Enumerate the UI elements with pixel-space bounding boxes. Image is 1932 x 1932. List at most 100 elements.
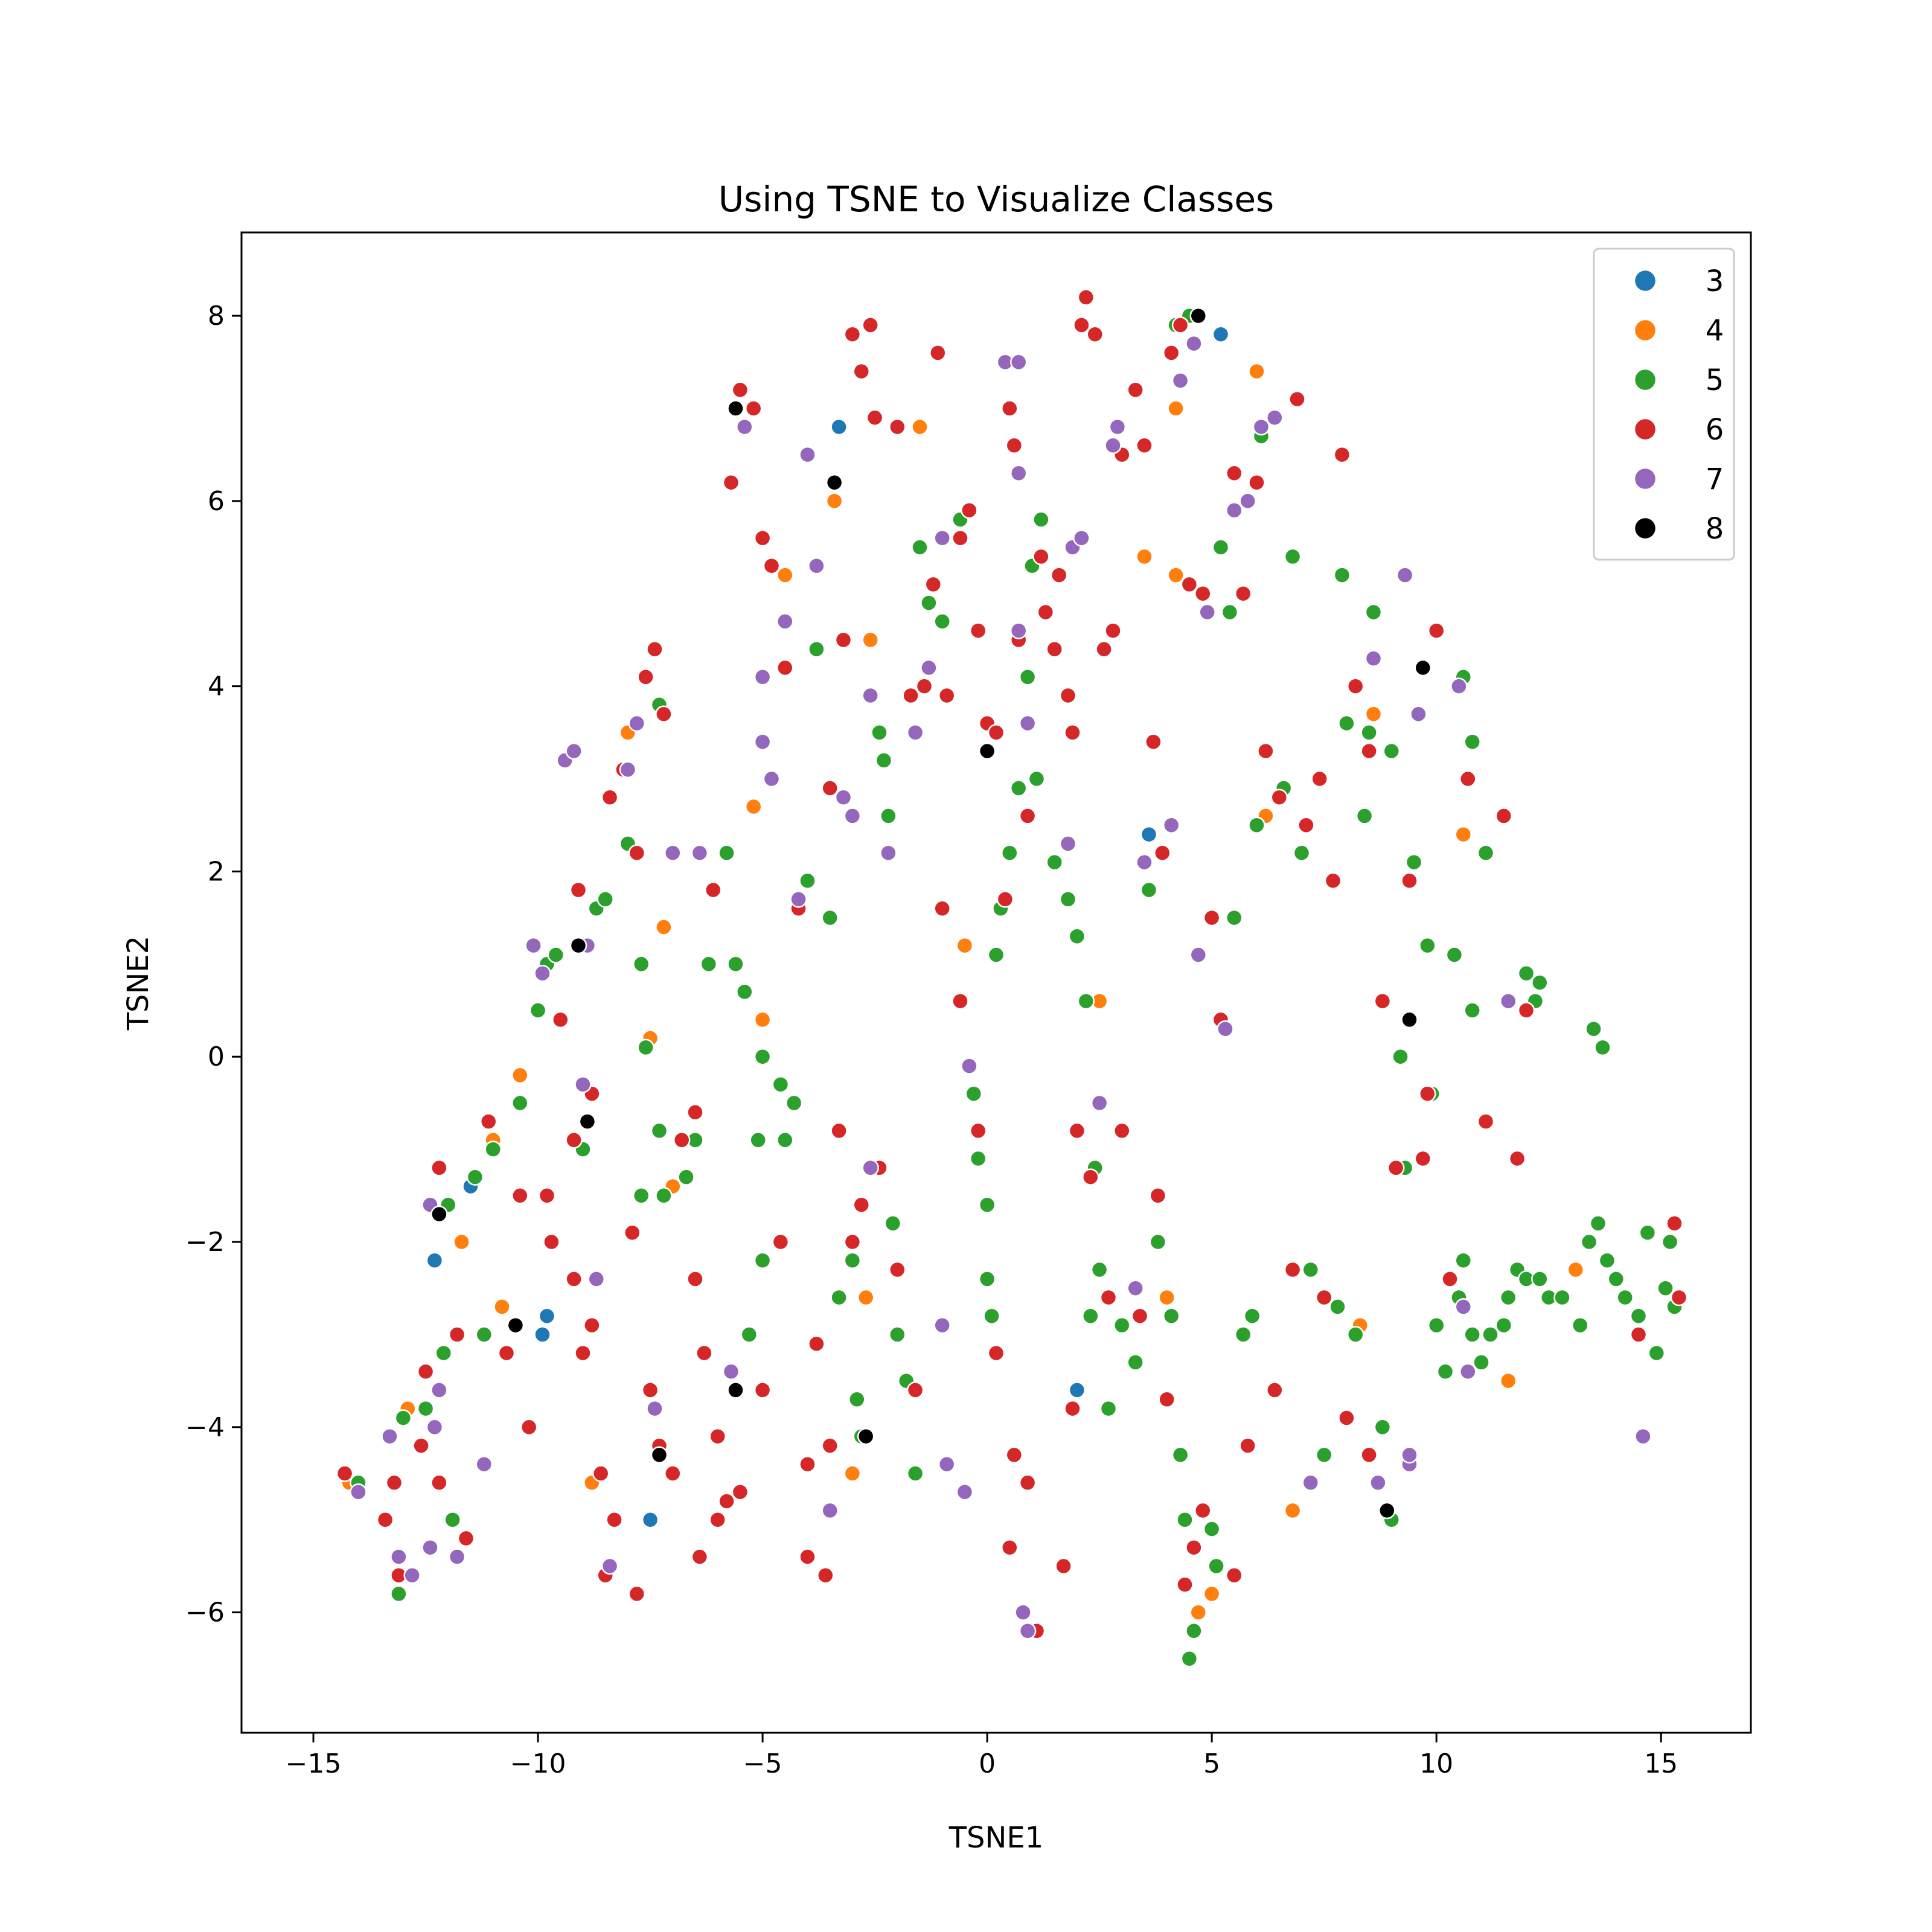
point-class-5-7 [475,1326,493,1343]
point-class-7-61 [1171,372,1189,389]
point-class-5-85 [1171,1446,1189,1464]
point-class-6-97 [1270,788,1288,806]
point-class-5-139 [1648,1344,1666,1362]
point-class-6-59 [929,344,947,362]
legend: 3 4 5 6 7 8 [1593,248,1735,561]
point-class-5-88 [1185,1622,1203,1640]
points-layer [336,289,1688,1668]
point-class-8-8 [857,1427,875,1445]
point-class-5-59 [978,1196,996,1214]
point-class-6-114 [1508,1150,1526,1168]
y-tick-label-0: 0 [208,1041,225,1072]
point-class-6-56 [902,686,920,705]
x-tick-label-0: 0 [979,1748,996,1779]
x-tick-label--10: −10 [510,1748,566,1779]
point-class-6-26 [628,844,646,862]
point-class-7-60 [1162,816,1180,834]
point-class-5-71 [1059,891,1077,908]
point-class-8-11 [1401,1011,1418,1029]
point-class-7-76 [1454,1298,1473,1316]
point-class-5-82 [1162,1307,1180,1325]
point-class-6-127 [1194,1502,1212,1520]
point-class-7-41 [933,1316,951,1334]
point-class-6-151 [843,1233,862,1251]
point-class-7-29 [790,891,807,908]
point-class-6-18 [565,1270,583,1288]
point-class-6-130 [1158,1390,1176,1409]
point-class-5-104 [1333,566,1351,584]
point-class-7-17 [601,1557,619,1575]
point-class-6-153 [821,1437,839,1454]
point-class-5-53 [911,539,929,556]
point-class-7-47 [1009,464,1028,482]
y-axis: −6 −4 −2 0 2 4 6 8 [185,301,242,1628]
point-class-6-28 [646,641,664,658]
point-class-7-14 [574,1075,592,1093]
point-class-6-123 [1284,1261,1302,1279]
point-class-5-81 [1149,1233,1167,1251]
point-class-5-124 [1495,1316,1513,1334]
legend-label-3: 3 [1706,264,1724,298]
point-class-3-7 [1140,825,1158,843]
point-class-4-29 [1284,1502,1302,1520]
point-class-6-142 [1001,1538,1019,1556]
point-class-6-125 [1239,1437,1256,1454]
point-class-5-120 [1454,1252,1473,1269]
y-tick-label-4: 4 [208,671,225,702]
point-class-7-39 [920,659,938,677]
point-class-8-3 [569,936,587,955]
chart-title: Using TSNE to Visualize Classes [718,179,1275,220]
point-class-7-31 [808,557,825,575]
point-class-5-80 [1140,881,1158,899]
point-class-8-0 [430,1205,448,1223]
point-class-7-30 [799,446,816,464]
point-class-5-90 [1208,1557,1225,1575]
point-class-7-48 [1009,622,1028,639]
point-class-6-21 [592,1465,610,1482]
point-class-8-1 [507,1316,525,1334]
point-class-6-60 [938,686,956,705]
point-class-6-15 [552,1011,569,1029]
point-class-6-2 [385,1474,403,1492]
point-class-6-143 [987,1344,1005,1362]
point-class-6-62 [961,501,978,519]
point-class-6-78 [1077,289,1095,306]
point-class-6-72 [1037,603,1055,621]
point-class-6-9 [457,1529,475,1547]
point-class-7-44 [961,1057,978,1075]
point-class-7-57 [1108,418,1127,436]
point-class-5-29 [736,983,753,1001]
point-class-7-66 [1226,501,1243,519]
point-class-5-133 [1589,1215,1607,1232]
point-class-4-27 [1248,362,1265,380]
point-class-6-75 [1059,686,1077,705]
point-class-5-23 [655,1187,673,1204]
legend-marker-5 [1633,368,1657,392]
point-class-6-73 [1046,641,1063,658]
point-class-5-108 [1364,603,1383,621]
point-class-7-20 [646,1399,664,1418]
point-class-7-4 [421,1538,439,1556]
point-class-4-22 [1167,566,1185,584]
point-class-5-44 [848,1390,866,1409]
legend-label-6: 6 [1706,413,1724,447]
legend-marker-7 [1633,467,1657,491]
point-class-5-11 [529,1002,547,1019]
point-class-5-13 [547,946,565,964]
point-class-7-46 [1009,353,1028,371]
point-class-6-11 [497,1344,516,1362]
point-class-4-9 [655,918,673,936]
point-class-5-78 [1113,1316,1131,1334]
point-class-5-96 [1248,816,1265,834]
point-class-7-40 [933,529,951,547]
point-class-6-17 [565,1131,583,1149]
point-class-5-74 [1082,1307,1099,1325]
point-class-6-36 [705,881,722,899]
point-class-5-128 [1531,1270,1549,1288]
point-class-5-18 [632,955,650,973]
point-class-6-105 [1374,992,1392,1010]
point-class-5-122 [1473,1354,1490,1371]
point-class-5-68 [1028,770,1046,788]
point-class-5-102 [1315,1446,1333,1464]
point-class-6-94 [1234,584,1252,603]
